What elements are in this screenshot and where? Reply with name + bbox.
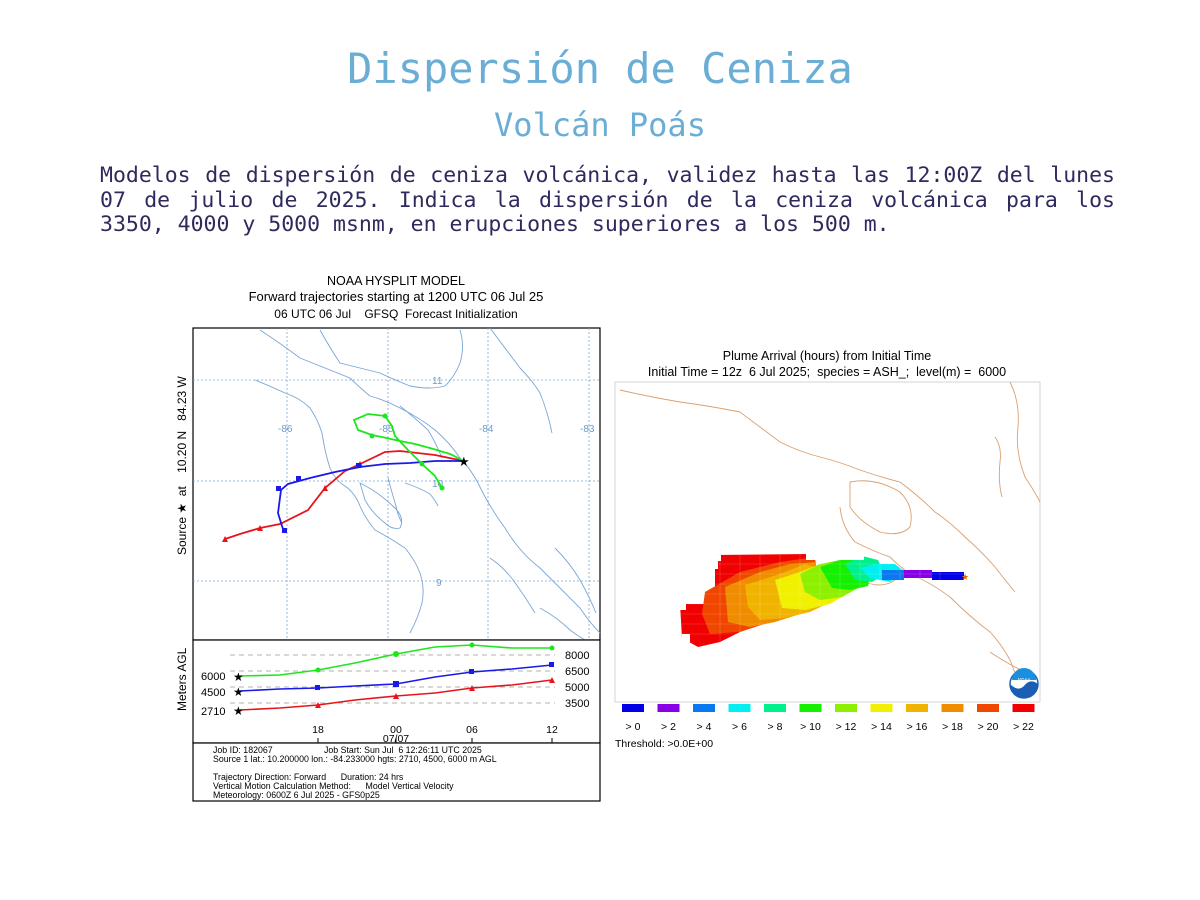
legend-swatch — [764, 704, 786, 712]
legend-swatch — [728, 704, 751, 712]
info-line-4: Vertical Motion Calculation Method: Mode… — [213, 781, 454, 791]
traj-header-1: NOAA HYSPLIT MODEL — [327, 274, 465, 288]
height-label-right-4: 3500 — [565, 698, 589, 710]
lat-label-1: 11 — [432, 376, 443, 387]
trajectory-green-markers — [369, 413, 445, 491]
traj-header-2: Forward trajectories starting at 1200 UT… — [249, 289, 544, 304]
info-line-5: Meteorology: 0600Z 6 Jul 2025 - GFS0p25 — [213, 790, 380, 800]
legend-swatch — [835, 704, 857, 712]
page-title: Dispersión de Ceniza — [347, 44, 853, 93]
trajectory-info-box: Job ID: 182067 Job Start: Sun Jul 6 12:2… — [192, 742, 601, 802]
source-star-icon: ★ — [458, 454, 470, 469]
lat-label-2: 10 — [432, 479, 444, 490]
legend-label: > 18 — [942, 721, 963, 733]
coastlines — [254, 327, 601, 641]
height-label-left-1: 6000 — [201, 671, 225, 683]
legend-swatch — [657, 704, 680, 712]
legend-swatch — [622, 704, 644, 712]
height-label-right-3: 5000 — [565, 682, 589, 694]
lat-label-3: 9 — [436, 578, 442, 589]
legend-label: > 22 — [1013, 721, 1034, 733]
height-axis-label: Meters AGL — [175, 647, 189, 711]
noaa-logo: NOAA — [1009, 668, 1039, 699]
trajectory-green — [352, 413, 465, 489]
legend-label: > 0 — [626, 721, 641, 733]
trajectory-blue — [277, 460, 464, 533]
height-label-right-1: 8000 — [565, 650, 589, 662]
time-label-4: 12 — [546, 724, 558, 736]
height-markers: ★ ★ ★ — [233, 642, 555, 718]
height-profile: Meters AGL 6000 4500 2710 8000 6500 5000… — [175, 639, 601, 745]
lon-label-1: -86 — [278, 424, 293, 435]
legend-swatch — [1012, 704, 1035, 712]
legend-swatch — [906, 704, 928, 712]
lon-label-4: -83 — [580, 424, 595, 435]
height-label-left-3: 2710 — [201, 706, 225, 718]
threshold-label: Threshold: >0.0E+00 — [615, 738, 713, 750]
trajectory-panel: NOAA HYSPLIT MODEL Forward trajectories … — [160, 268, 605, 808]
time-label-2: 00 — [390, 724, 402, 736]
source-label: Source ★ at 10.20 N 84.23 W — [175, 375, 189, 555]
plume-header-2: Initial Time = 12z 6 Jul 2025; species =… — [648, 365, 1006, 379]
info-line-3: Trajectory Direction: Forward Duration: … — [213, 772, 404, 782]
legend-label: > 2 — [661, 721, 676, 733]
legend-swatch — [693, 704, 715, 712]
plume-header-1: Plume Arrival (hours) from Initial Time — [723, 349, 931, 363]
svg-text:★: ★ — [233, 670, 244, 684]
description-text: Modelos de dispersión de ceniza volcánic… — [100, 163, 1115, 237]
info-line-2: Source 1 lat.: 10.200000 lon.: -84.23300… — [213, 754, 497, 764]
trajectory-figure: NOAA HYSPLIT MODEL Forward trajectories … — [175, 274, 601, 802]
svg-text:★: ★ — [233, 685, 244, 699]
plume-coastlines — [619, 381, 1041, 688]
height-label-left-2: 4500 — [201, 687, 225, 699]
legend-swatch — [941, 704, 964, 712]
legend-swatch — [977, 704, 999, 712]
legend-label: > 10 — [800, 721, 821, 733]
svg-text:★: ★ — [233, 704, 244, 718]
plume-panel: Plume Arrival (hours) from Initial Time … — [610, 342, 1050, 760]
legend-label: > 4 — [697, 721, 712, 733]
time-label-3: 06 — [466, 724, 478, 736]
info-line-1: Job ID: 182067 Job Start: Sun Jul 6 12:2… — [213, 745, 482, 755]
lon-label-2: -85 — [379, 424, 394, 435]
legend-swatch — [799, 704, 822, 712]
trajectory-map: -86 -85 -84 -83 11 10 9 — [192, 327, 601, 641]
page-subtitle: Volcán Poás — [494, 106, 706, 144]
legend-label: > 16 — [907, 721, 928, 733]
time-label-1: 18 — [312, 724, 324, 736]
legend-swatch — [870, 704, 893, 712]
plume-heatmap: ★ — [680, 552, 969, 648]
legend-label: > 12 — [836, 721, 857, 733]
traj-header-3: 06 UTC 06 Jul GFSQ Forecast Initializati… — [274, 307, 517, 321]
legend-label: > 6 — [732, 721, 747, 733]
legend-label: > 8 — [768, 721, 783, 733]
plume-figure: Plume Arrival (hours) from Initial Time … — [614, 349, 1041, 750]
plume-map-frame — [614, 381, 1041, 703]
lon-label-3: -84 — [479, 424, 494, 435]
trajectory-red — [224, 450, 465, 540]
legend-label: > 20 — [978, 721, 999, 733]
trajectory-blue-markers — [276, 463, 361, 533]
source-star-icon: ★ — [961, 572, 969, 582]
date-label: 07/07 — [383, 733, 409, 745]
plume-legend: > 0 > 2 > 4 > 6 > 8 > 10 > 12 > 14 > 16 > 18 > 20 >… — [622, 704, 1035, 733]
height-label-right-2: 6500 — [565, 666, 589, 678]
noaa-logo-text: NOAA — [1018, 677, 1031, 682]
legend-label: > 14 — [871, 721, 892, 733]
time-ticks — [317, 738, 553, 743]
